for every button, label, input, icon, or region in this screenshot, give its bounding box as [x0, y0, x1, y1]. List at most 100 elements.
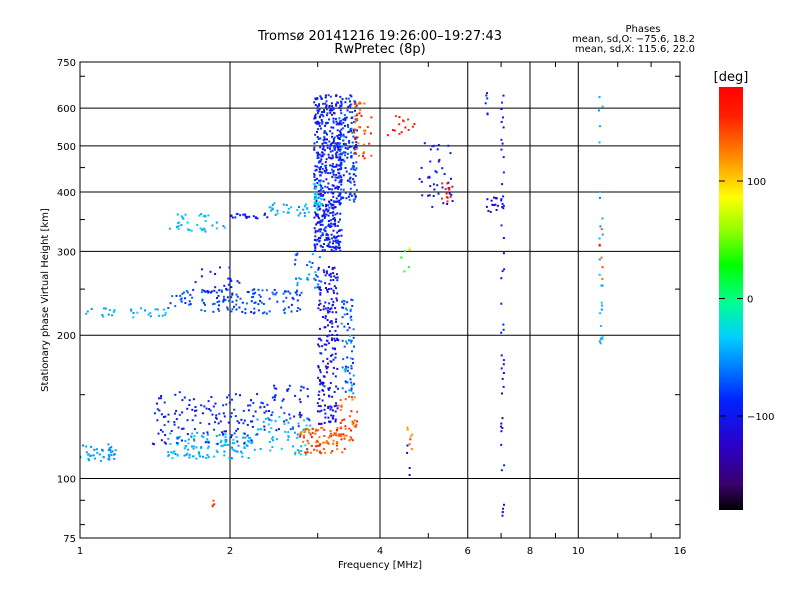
data-point [348, 111, 351, 114]
data-point [332, 140, 335, 142]
data-point [331, 113, 333, 116]
data-point [315, 197, 318, 200]
data-point [315, 428, 317, 431]
data-point [338, 134, 341, 137]
data-point [319, 293, 322, 296]
data-point [337, 186, 340, 188]
data-point [186, 452, 189, 455]
data-point [339, 421, 342, 424]
data-point [320, 352, 323, 355]
data-point [111, 314, 114, 317]
data-point [101, 313, 104, 316]
data-point [224, 441, 227, 444]
data-point [335, 273, 338, 276]
data-point [95, 448, 98, 451]
data-point [222, 295, 225, 298]
data-point [355, 423, 358, 426]
data-point [264, 212, 266, 215]
data-point [350, 429, 352, 432]
data-point [319, 146, 322, 149]
data-point [322, 102, 325, 105]
data-point [324, 191, 326, 194]
data-point [350, 168, 353, 171]
data-point [339, 408, 342, 411]
data-point [321, 426, 324, 429]
data-point [332, 141, 335, 144]
data-point [235, 213, 238, 216]
data-point [351, 423, 354, 426]
data-point [353, 419, 356, 422]
data-point [173, 423, 176, 426]
data-point [213, 503, 216, 506]
data-point [282, 210, 285, 213]
data-point [352, 361, 354, 364]
data-point [502, 328, 505, 331]
data-point [323, 243, 325, 245]
data-point [326, 289, 329, 291]
data-point [314, 271, 317, 274]
data-point [201, 298, 204, 301]
data-point [366, 126, 369, 128]
data-point [331, 109, 334, 112]
data-point [324, 96, 327, 99]
data-point [347, 195, 350, 198]
data-point [319, 204, 322, 207]
data-point [317, 337, 320, 340]
data-point [331, 165, 334, 168]
data-point [348, 172, 351, 175]
data-point [282, 203, 285, 206]
data-point [177, 225, 180, 228]
data-point [316, 402, 319, 405]
data-point [406, 444, 409, 447]
data-point [345, 97, 348, 100]
data-point [254, 410, 257, 413]
data-point [500, 367, 503, 370]
data-point [331, 175, 334, 178]
data-point [187, 448, 189, 451]
data-point [176, 226, 178, 229]
data-point [327, 243, 330, 246]
data-point [328, 273, 331, 276]
data-point [304, 453, 307, 456]
data-point [193, 439, 196, 442]
data-point [343, 434, 346, 437]
data-point [353, 396, 356, 399]
data-point [350, 95, 353, 98]
data-point [327, 153, 330, 156]
data-point [337, 339, 340, 342]
data-point [352, 168, 355, 171]
grid-lines [80, 62, 680, 538]
data-point [346, 156, 349, 159]
data-point [354, 115, 357, 117]
data-point [190, 435, 193, 438]
data-point [321, 383, 324, 386]
data-point [316, 130, 318, 133]
data-point [250, 296, 253, 299]
data-point [324, 167, 327, 169]
data-point [502, 195, 505, 198]
data-point [243, 446, 246, 449]
data-point [132, 316, 135, 319]
data-point [90, 454, 93, 457]
data-point [252, 296, 255, 298]
data-point [339, 157, 342, 160]
data-point [328, 420, 330, 423]
data-point [223, 450, 226, 453]
data-point [329, 405, 332, 408]
data-point [347, 126, 350, 128]
data-point [274, 396, 276, 399]
data-point [318, 103, 321, 106]
data-point [303, 419, 306, 422]
data-point [218, 433, 221, 436]
data-point [287, 290, 290, 293]
data-point [113, 309, 116, 312]
data-point [216, 442, 219, 445]
data-point [237, 444, 240, 447]
data-point [174, 453, 177, 455]
data-point [330, 168, 333, 171]
data-point [500, 108, 503, 110]
data-point [327, 342, 330, 345]
data-point [225, 439, 228, 442]
data-point [265, 289, 268, 292]
data-point [318, 197, 321, 200]
